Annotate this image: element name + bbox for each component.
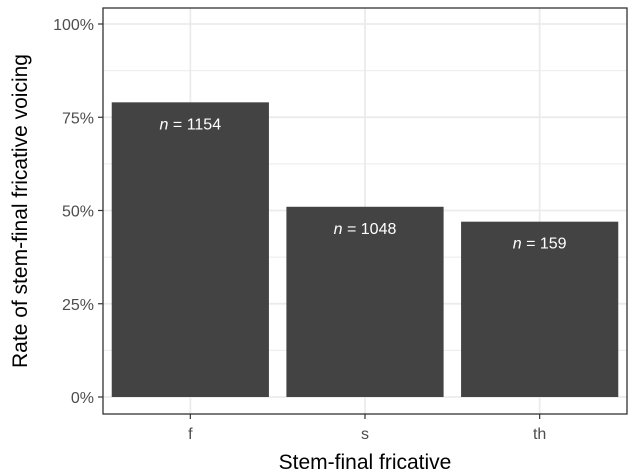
y-axis-ticks: 0% 25% 50% 75% 100% [53, 17, 103, 407]
bar-label: n = 1048 [334, 221, 397, 238]
bars [111, 102, 619, 397]
bar-label-count: = 159 [522, 236, 567, 253]
x-tick-label: th [533, 426, 546, 443]
bar-label: n = 159 [513, 236, 567, 253]
bar-label-n: n [160, 116, 169, 133]
bar-label: n = 1154 [160, 116, 222, 133]
x-axis-ticks: f s th [188, 414, 546, 443]
x-tick-label: f [188, 426, 193, 443]
y-tick-label: 50% [62, 204, 94, 221]
bar-f [111, 102, 269, 397]
y-tick-label: 25% [62, 297, 94, 314]
y-tick-label: 100% [53, 17, 94, 34]
bar-label-n: n [513, 236, 522, 253]
bar-s [286, 206, 444, 397]
y-axis-title: Rate of stem-final fricative voicing [9, 54, 32, 368]
y-tick-label: 75% [62, 110, 94, 127]
y-tick-label: 0% [71, 390, 94, 407]
bar-label-count: = 1154 [168, 116, 221, 133]
x-axis-title: Stem-final fricative [279, 451, 452, 474]
bar-th [461, 221, 619, 397]
x-tick-label: s [361, 426, 369, 443]
bar-label-n: n [334, 221, 343, 238]
bar-label-count: = 1048 [343, 221, 397, 238]
